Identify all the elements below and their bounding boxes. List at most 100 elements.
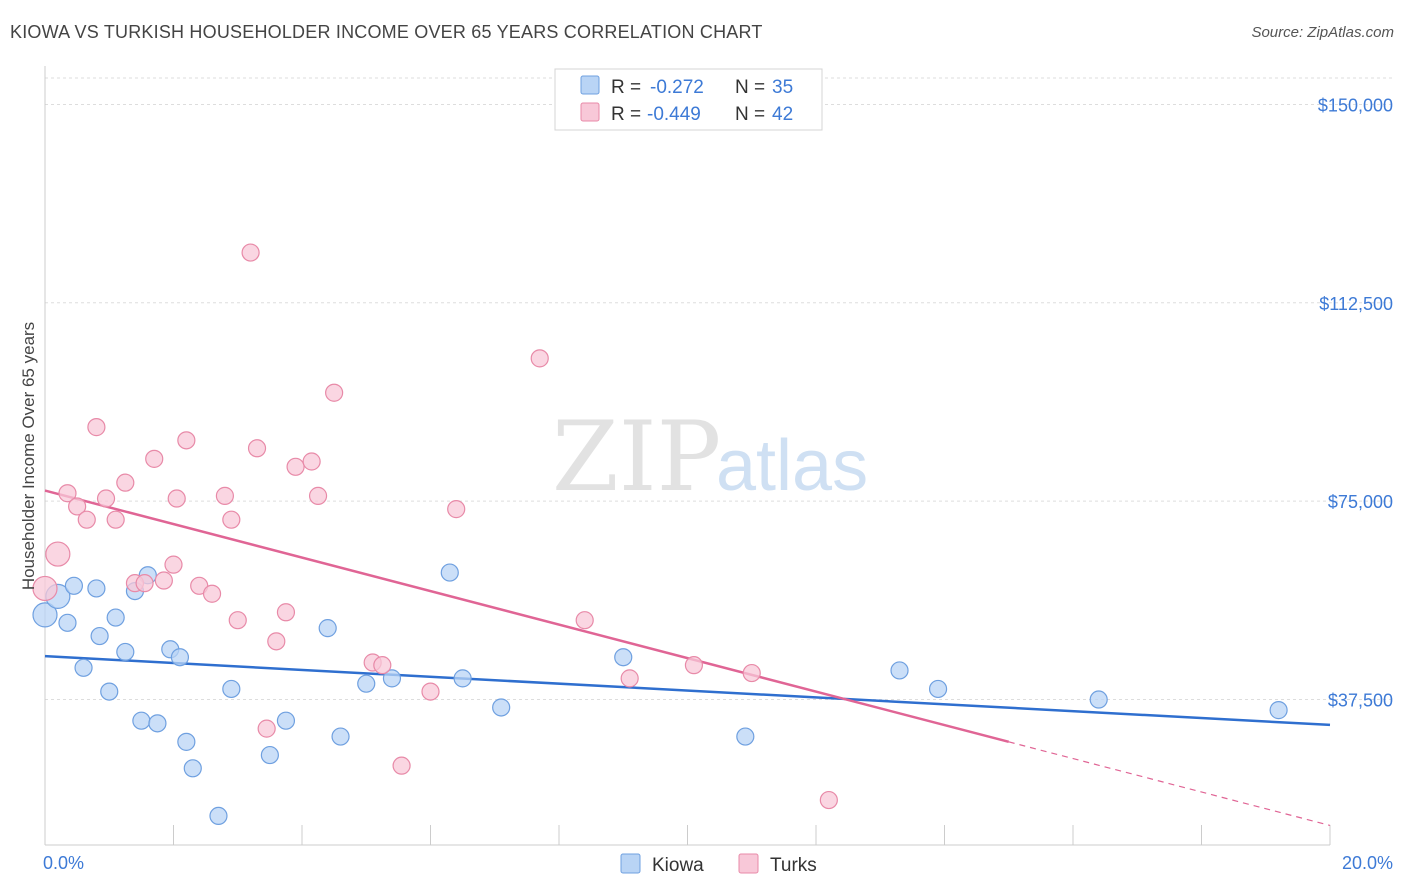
turks-point	[32, 575, 58, 602]
kiowa-point	[132, 711, 151, 730]
x-tick-label: 0.0%	[43, 853, 84, 873]
kiowa-point	[1089, 690, 1108, 709]
kiowa-point	[90, 626, 109, 646]
kiowa-point	[32, 602, 58, 628]
axes	[44, 66, 1331, 846]
turks-point	[106, 510, 125, 529]
kiowa-point	[183, 759, 202, 778]
tick-labels: $37,500 $75,000 $112,500 $150,000 0.0% 20.0%	[43, 95, 1393, 873]
chart-source: Source: ZipAtlas.com	[1251, 24, 1394, 41]
bottom-legend-label-kiowa: Kiowa	[652, 855, 704, 876]
turks-point	[257, 719, 276, 738]
turks-point	[742, 663, 761, 683]
turks-point	[215, 486, 234, 505]
kiowa-point	[170, 648, 190, 667]
turks-point	[135, 574, 154, 593]
data-points	[32, 243, 1288, 826]
turks-point	[421, 682, 440, 701]
turks-point	[530, 349, 549, 368]
watermark-atlas: atlas	[716, 426, 868, 506]
watermark: ZIP atlas	[552, 401, 868, 513]
kiowa-point	[58, 613, 77, 632]
kiowa-point	[209, 806, 228, 826]
kiowa-point	[318, 619, 337, 638]
kiowa-point	[890, 661, 909, 680]
legend-n-value: 42	[772, 104, 793, 125]
turks-point	[202, 584, 222, 603]
turks-point	[116, 473, 135, 492]
legend-r-label: R =	[611, 104, 641, 125]
turks-point	[96, 489, 116, 508]
turks-point	[167, 489, 186, 508]
kiowa-point	[1269, 701, 1288, 720]
turks-point	[87, 418, 106, 437]
kiowa-point	[928, 679, 948, 699]
turks-point	[45, 541, 71, 567]
y-tick-label: $150,000	[1318, 95, 1393, 115]
bottom-legend-swatch-turks	[738, 853, 759, 874]
turks-point	[575, 611, 594, 630]
kiowa-point	[440, 563, 459, 582]
kiowa-point	[453, 669, 472, 688]
turks-point	[620, 669, 639, 688]
kiowa-point	[276, 711, 296, 730]
turks-point	[267, 632, 286, 651]
legend-n-label: N =	[735, 104, 765, 125]
turks-point	[164, 555, 183, 574]
legend-r-value: -0.272	[650, 77, 704, 98]
turks-point	[68, 497, 87, 516]
chart-title: KIOWA VS TURKISH HOUSEHOLDER INCOME OVER…	[10, 22, 763, 42]
y-axis-label: Householder Income Over 65 years	[19, 322, 38, 590]
legend-swatch-turks	[580, 102, 600, 122]
turks-point	[302, 452, 321, 471]
y-tick-label: $112,500	[1319, 294, 1393, 314]
kiowa-point	[74, 658, 93, 677]
correlation-legend: R = -0.272 N = 35 R = -0.449 N = 42	[554, 68, 823, 131]
turks-trend-line	[44, 489, 1010, 744]
kiowa-point	[736, 727, 755, 746]
kiowa-point	[492, 698, 511, 717]
kiowa-point	[382, 669, 402, 688]
kiowa-point	[222, 679, 241, 699]
watermark-zip: ZIP	[552, 401, 721, 513]
kiowa-point	[116, 642, 135, 662]
kiowa-point	[148, 714, 167, 733]
kiowa-trend-line	[44, 654, 1331, 727]
turks-point	[308, 486, 328, 505]
kiowa-point	[331, 727, 350, 746]
series-legend: Kiowa Turks	[620, 853, 817, 876]
turks-trend-extension	[1008, 741, 1331, 827]
kiowa-point	[87, 579, 106, 598]
turks-point	[392, 756, 411, 775]
turks-point	[77, 510, 96, 529]
kiowa-point	[177, 732, 196, 751]
turks-point	[286, 457, 305, 476]
turks-point	[241, 243, 260, 262]
turks-point	[325, 383, 344, 402]
legend-r-label: R =	[611, 77, 641, 98]
turks-point	[373, 656, 392, 675]
legend-n-value: 35	[772, 77, 793, 98]
y-tick-label: $37,500	[1328, 691, 1393, 711]
turks-point	[177, 431, 196, 450]
kiowa-point	[64, 576, 84, 595]
turks-point	[684, 656, 704, 675]
turks-point	[447, 500, 466, 519]
legend-r-value: -0.449	[647, 104, 701, 125]
x-tick-label: 20.0%	[1342, 853, 1393, 873]
kiowa-point	[614, 648, 633, 667]
turks-point	[222, 510, 241, 529]
bottom-legend-swatch-kiowa	[620, 853, 641, 874]
kiowa-point	[106, 608, 125, 627]
kiowa-point	[357, 674, 376, 693]
trend-lines	[44, 489, 1331, 827]
turks-point	[276, 603, 296, 622]
turks-point	[58, 484, 77, 503]
turks-point	[819, 790, 838, 810]
legend-n-label: N =	[735, 77, 765, 98]
bottom-legend-label-turks: Turks	[770, 855, 817, 876]
turks-point	[228, 611, 247, 630]
legend-swatch-kiowa	[580, 75, 600, 95]
grid	[45, 77, 1395, 701]
